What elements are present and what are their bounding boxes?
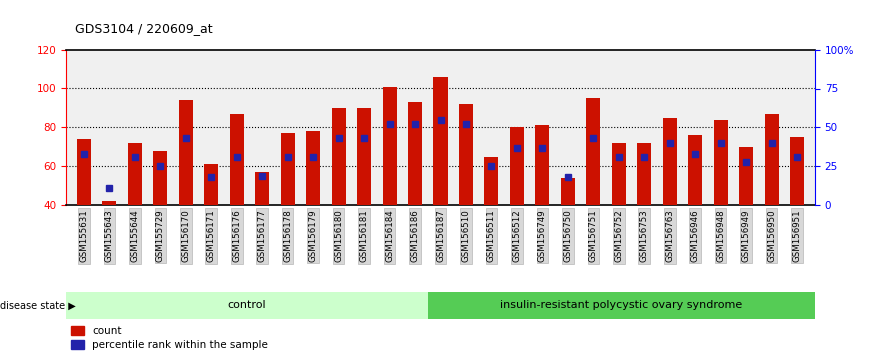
Bar	[739, 147, 753, 205]
Bar	[587, 98, 600, 205]
Text: GSM156510: GSM156510	[462, 210, 470, 262]
Bar	[427, 292, 815, 319]
Bar	[561, 178, 575, 205]
Text: GSM156512: GSM156512	[513, 210, 522, 262]
Text: GSM156187: GSM156187	[436, 210, 445, 262]
Text: insulin-resistant polycystic ovary syndrome: insulin-resistant polycystic ovary syndr…	[500, 300, 743, 310]
Text: GSM156763: GSM156763	[665, 210, 674, 262]
Text: GSM156177: GSM156177	[258, 210, 267, 262]
Text: GSM155631: GSM155631	[79, 210, 88, 262]
Text: GSM156749: GSM156749	[538, 210, 547, 262]
Text: GSM156184: GSM156184	[385, 210, 394, 262]
Bar	[536, 126, 550, 205]
Bar	[433, 77, 448, 205]
Text: GSM156949: GSM156949	[742, 210, 751, 262]
Text: GSM156950: GSM156950	[767, 210, 776, 262]
Bar	[663, 118, 677, 205]
Text: GSM156176: GSM156176	[233, 210, 241, 262]
Bar	[255, 172, 270, 205]
Bar	[714, 120, 728, 205]
Text: GSM156951: GSM156951	[793, 210, 802, 262]
Bar	[790, 137, 804, 205]
Bar	[102, 201, 116, 205]
Bar	[128, 143, 142, 205]
Text: GSM156751: GSM156751	[589, 210, 598, 262]
Text: GSM156753: GSM156753	[640, 210, 648, 262]
Legend: count, percentile rank within the sample: count, percentile rank within the sample	[71, 326, 268, 350]
Text: GSM156948: GSM156948	[716, 210, 725, 262]
Bar	[281, 133, 294, 205]
Bar	[688, 135, 702, 205]
Text: GSM156186: GSM156186	[411, 210, 419, 262]
Text: disease state ▶: disease state ▶	[0, 300, 76, 310]
Text: GSM155729: GSM155729	[156, 210, 165, 262]
Bar	[459, 104, 473, 205]
Text: GSM155643: GSM155643	[105, 210, 114, 262]
Bar	[611, 143, 626, 205]
Bar	[306, 131, 320, 205]
Bar	[408, 102, 422, 205]
Bar	[179, 100, 193, 205]
Text: GSM155644: GSM155644	[130, 210, 139, 262]
Bar	[77, 139, 91, 205]
Text: GSM156511: GSM156511	[487, 210, 496, 262]
Text: GSM156178: GSM156178	[283, 210, 292, 262]
Bar	[382, 86, 396, 205]
Text: GSM156170: GSM156170	[181, 210, 190, 262]
Bar	[357, 108, 371, 205]
Bar	[230, 114, 244, 205]
Bar	[204, 164, 218, 205]
Bar	[637, 143, 651, 205]
Bar	[485, 156, 499, 205]
Bar	[510, 127, 524, 205]
Text: GSM156171: GSM156171	[207, 210, 216, 262]
Text: GSM156181: GSM156181	[359, 210, 368, 262]
Text: GSM156180: GSM156180	[334, 210, 343, 262]
Bar	[66, 292, 427, 319]
Text: control: control	[227, 300, 266, 310]
Text: GSM156750: GSM156750	[563, 210, 573, 262]
Text: GSM156946: GSM156946	[691, 210, 700, 262]
Bar	[331, 108, 345, 205]
Text: GDS3104 / 220609_at: GDS3104 / 220609_at	[75, 22, 212, 35]
Text: GSM156179: GSM156179	[308, 210, 318, 262]
Text: GSM156752: GSM156752	[614, 210, 623, 262]
Bar	[765, 114, 779, 205]
Bar	[153, 151, 167, 205]
